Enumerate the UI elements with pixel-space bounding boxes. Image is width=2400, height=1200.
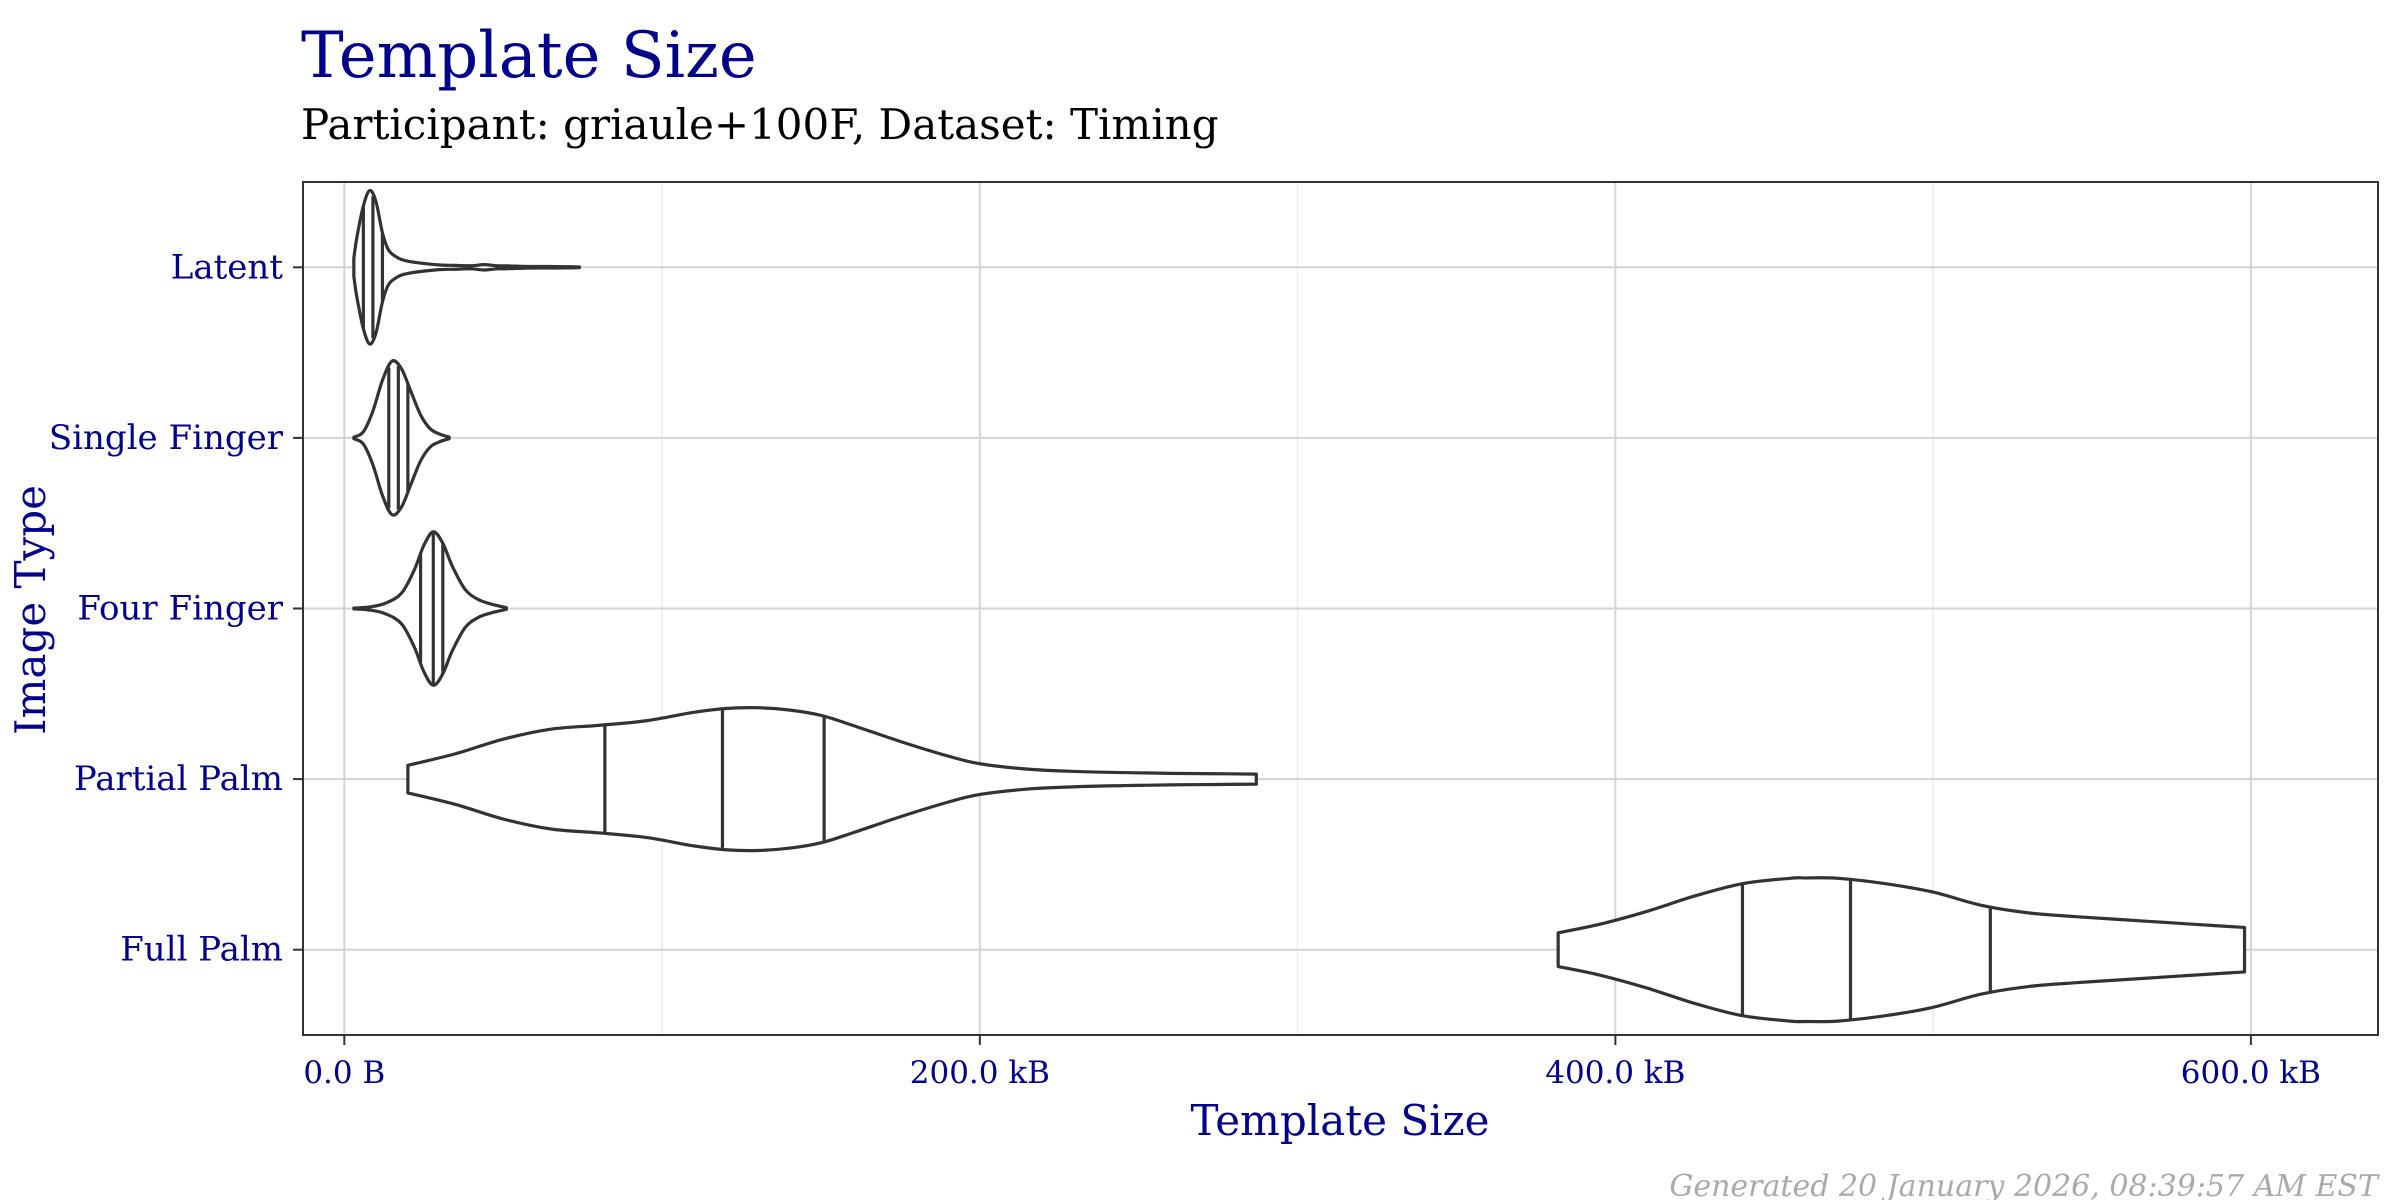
x-axis: 0.0 B 200.0 kB 400.0 kB 600.0 kB bbox=[303, 1035, 2321, 1091]
y-tick-label: Single Finger bbox=[49, 418, 284, 458]
y-tick-label: Latent bbox=[171, 247, 284, 287]
violin-partial-palm bbox=[406, 706, 1258, 853]
grid-lines bbox=[303, 182, 2378, 1035]
violins bbox=[352, 188, 2247, 1024]
violin-single-finger bbox=[352, 359, 451, 517]
x-axis-title: Template Size bbox=[1190, 1096, 1489, 1145]
violin-full-palm bbox=[1556, 876, 2247, 1024]
caption: Generated 20 January 2026, 08:39:57 AM E… bbox=[1669, 1169, 2380, 1200]
chart-subtitle: Participant: griaule+100F, Dataset: Timi… bbox=[301, 100, 1219, 149]
x-tick-label: 200.0 kB bbox=[910, 1055, 1050, 1091]
y-axis-title: Image Type bbox=[6, 485, 55, 735]
x-tick-label: 600.0 kB bbox=[2181, 1055, 2321, 1091]
y-tick-label: Four Finger bbox=[77, 589, 283, 629]
y-axis: Latent Single Finger Four Finger Partial Pa… bbox=[49, 247, 303, 970]
chart-title: Template Size bbox=[301, 19, 757, 93]
violin-latent bbox=[352, 188, 582, 346]
y-tick-label: Full Palm bbox=[120, 930, 283, 970]
x-tick-label: 400.0 kB bbox=[1545, 1055, 1685, 1091]
violin-four-finger bbox=[352, 530, 508, 687]
y-tick-label: Partial Palm bbox=[74, 759, 283, 799]
x-tick-label: 0.0 B bbox=[303, 1055, 385, 1091]
